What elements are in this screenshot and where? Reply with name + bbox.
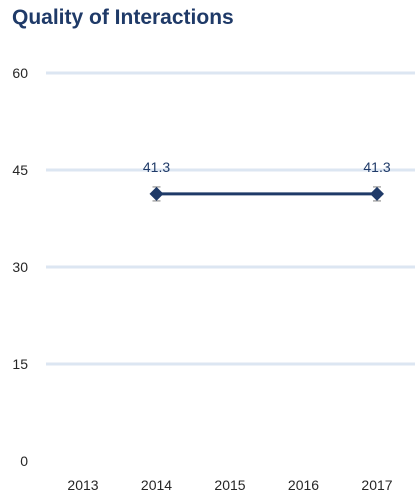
- y-tick-label: 45: [12, 162, 28, 178]
- y-tick-label: 0: [20, 453, 28, 469]
- series: [149, 186, 384, 202]
- x-tick-label: 2015: [214, 477, 245, 493]
- gridlines: [46, 71, 415, 366]
- x-tick-label: 2014: [141, 477, 172, 493]
- y-tick-label: 60: [12, 65, 28, 81]
- chart-title: Quality of Interactions: [12, 6, 234, 29]
- data-point: [370, 186, 384, 201]
- data-point: [149, 186, 164, 201]
- data-label: 41.3: [143, 159, 170, 175]
- data-labels: 41.3 41.3: [143, 159, 391, 175]
- data-label: 41.3: [363, 159, 390, 175]
- x-axis-ticks: 2013 2014 2015 2016 2017: [67, 477, 392, 493]
- y-axis-ticks: 0 15 30 45 60: [12, 65, 28, 469]
- x-tick-label: 2016: [288, 477, 319, 493]
- y-tick-label: 30: [12, 259, 28, 275]
- y-tick-label: 15: [12, 356, 28, 372]
- x-tick-label: 2013: [67, 477, 98, 493]
- x-tick-label: 2017: [361, 477, 392, 493]
